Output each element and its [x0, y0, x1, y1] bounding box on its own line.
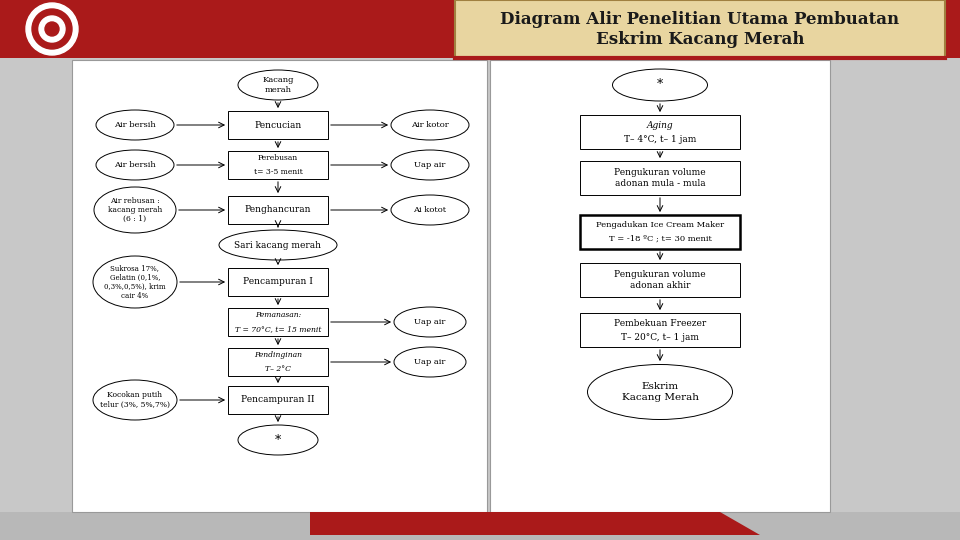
Text: t= 3-5 menit: t= 3-5 menit — [253, 168, 302, 176]
Text: Kocokan putih
telur (3%, 5%,7%): Kocokan putih telur (3%, 5%,7%) — [100, 392, 170, 409]
Ellipse shape — [219, 230, 337, 260]
Text: T = -18 ºC ; t= 30 menit: T = -18 ºC ; t= 30 menit — [609, 235, 711, 243]
Ellipse shape — [612, 69, 708, 101]
Bar — [72, 60, 487, 512]
Bar — [228, 151, 328, 179]
Text: T = 70°C, t= 15 menit: T = 70°C, t= 15 menit — [235, 325, 322, 333]
Text: Pencampuran II: Pencampuran II — [241, 395, 315, 404]
Ellipse shape — [238, 425, 318, 455]
Bar — [0, 0, 960, 58]
Ellipse shape — [394, 347, 466, 377]
Ellipse shape — [93, 256, 177, 308]
Bar — [228, 308, 328, 336]
Bar — [228, 111, 328, 139]
Text: Pemanasan:: Pemanasan: — [254, 311, 301, 319]
Circle shape — [39, 16, 65, 42]
Bar — [580, 313, 740, 347]
Bar — [228, 196, 328, 224]
Text: Eskrim
Kacang Merah: Eskrim Kacang Merah — [621, 382, 699, 402]
Text: Pengukuran volume
adonan akhir: Pengukuran volume adonan akhir — [614, 271, 706, 289]
Text: Kacang
merah: Kacang merah — [262, 76, 294, 93]
Text: Ai kotot: Ai kotot — [414, 206, 446, 214]
Text: *: * — [657, 78, 663, 91]
Text: Pencucian: Pencucian — [254, 120, 301, 130]
Circle shape — [45, 22, 59, 36]
Text: Pengukuran volume
adonan mula - mula: Pengukuran volume adonan mula - mula — [614, 168, 706, 188]
Ellipse shape — [394, 307, 466, 337]
Text: Air kotor: Air kotor — [411, 121, 449, 129]
Text: Eskrim Kacang Merah: Eskrim Kacang Merah — [596, 30, 804, 48]
Text: T– 20°C, t– 1 jam: T– 20°C, t– 1 jam — [621, 333, 699, 341]
Text: Pengadukan Ice Cream Maker: Pengadukan Ice Cream Maker — [596, 221, 724, 229]
Ellipse shape — [93, 380, 177, 420]
Polygon shape — [310, 512, 760, 535]
Bar — [580, 215, 740, 249]
Ellipse shape — [94, 187, 176, 233]
Text: Air rebusan :
kacang merah
(6 : 1): Air rebusan : kacang merah (6 : 1) — [108, 197, 162, 223]
Bar — [580, 263, 740, 297]
Text: Aging: Aging — [647, 120, 673, 130]
Text: T– 2°C: T– 2°C — [265, 365, 291, 373]
Ellipse shape — [96, 110, 174, 140]
Text: Pendinginan: Pendinginan — [254, 351, 302, 359]
Text: *: * — [275, 434, 281, 447]
Ellipse shape — [391, 195, 469, 225]
Bar — [0, 512, 960, 540]
Ellipse shape — [238, 70, 318, 100]
Text: Pencampuran I: Pencampuran I — [243, 278, 313, 287]
Ellipse shape — [391, 110, 469, 140]
Text: Uap air: Uap air — [415, 318, 445, 326]
Text: Diagram Alir Penelitian Utama Pembuatan: Diagram Alir Penelitian Utama Pembuatan — [500, 10, 900, 28]
Bar — [228, 268, 328, 296]
Ellipse shape — [391, 150, 469, 180]
Text: Air bersih: Air bersih — [114, 121, 156, 129]
Bar — [490, 60, 830, 512]
Text: Air bersih: Air bersih — [114, 161, 156, 169]
Text: Pembekuan Freezer: Pembekuan Freezer — [613, 319, 707, 327]
Text: Sukrosa 17%,
Gelatin (0,1%,
0,3%,0,5%), krim
cair 4%: Sukrosa 17%, Gelatin (0,1%, 0,3%,0,5%), … — [105, 264, 166, 300]
Bar — [580, 115, 740, 149]
Text: T– 4°C, t– 1 jam: T– 4°C, t– 1 jam — [624, 134, 696, 144]
Circle shape — [26, 3, 78, 55]
Text: Penghancuran: Penghancuran — [245, 206, 311, 214]
Circle shape — [32, 9, 72, 49]
Ellipse shape — [96, 150, 174, 180]
Text: Uap air: Uap air — [415, 161, 445, 169]
Ellipse shape — [588, 364, 732, 420]
Bar — [455, 0, 945, 58]
Bar — [228, 348, 328, 376]
Bar — [228, 386, 328, 414]
Text: Uap air: Uap air — [415, 358, 445, 366]
Bar — [580, 161, 740, 195]
Text: Perebusan: Perebusan — [258, 154, 299, 162]
Text: Sari kacang merah: Sari kacang merah — [234, 240, 322, 249]
